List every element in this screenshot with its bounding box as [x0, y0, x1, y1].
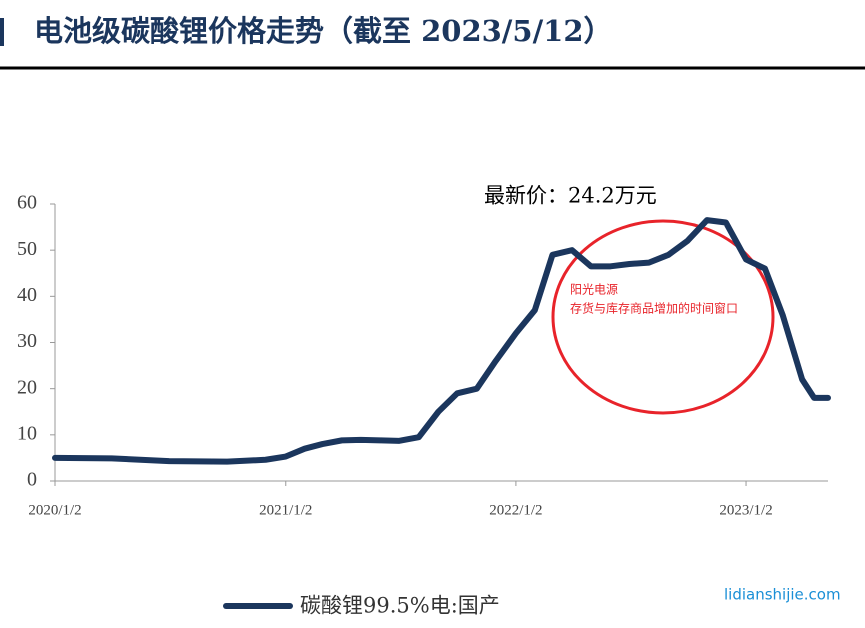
watermark: lidianshijie.com — [724, 586, 841, 604]
annotation: 阳光电源 — [570, 283, 618, 297]
highlight-ellipse — [551, 219, 775, 415]
x-tick-label: 2020/1/2 — [28, 502, 81, 518]
legend-label: 碳酸锂99.5%电:国产 — [300, 594, 500, 618]
y-tick-label: 50 — [17, 238, 37, 260]
x-tick-label: 2021/1/2 — [259, 502, 312, 518]
y-tick-label: 60 — [17, 192, 37, 214]
x-tick-label: 2022/1/2 — [489, 502, 542, 518]
annotation: 最新价：24.2万元 — [484, 184, 657, 208]
chart-title: 电池级碳酸锂价格走势（截至 2023/5/12） — [34, 14, 613, 48]
y-tick-label: 20 — [17, 376, 37, 398]
data-line — [52, 217, 831, 465]
y-tick-label: 0 — [27, 469, 37, 491]
y-tick-label: 10 — [17, 422, 37, 444]
title-marker — [0, 18, 4, 46]
annotation: 存货与库存商品增加的时间窗口 — [570, 301, 738, 316]
y-tick-label: 30 — [17, 330, 37, 352]
x-tick-label: 2023/1/2 — [719, 502, 772, 518]
y-tick-label: 40 — [17, 284, 37, 306]
